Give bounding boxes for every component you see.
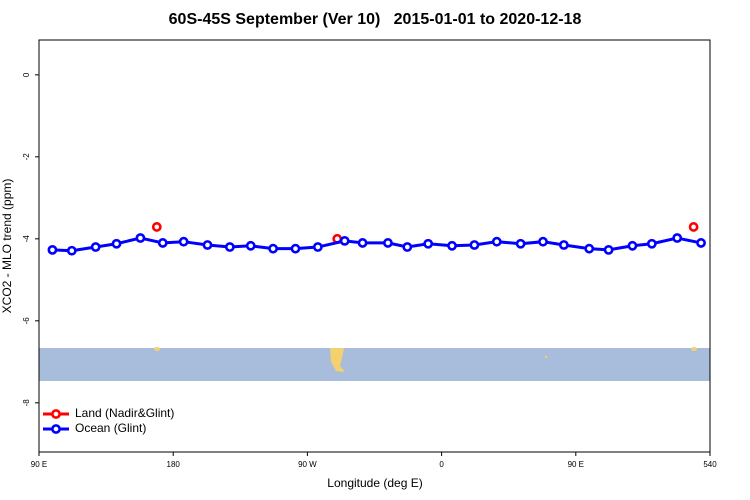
land-blob — [330, 348, 345, 372]
legend-label: Ocean (Glint) — [75, 421, 146, 435]
x-tick-label: 540 — [703, 460, 717, 469]
data-point — [584, 243, 595, 254]
data-point — [627, 240, 638, 251]
data-point — [178, 236, 189, 247]
data-point — [224, 242, 235, 252]
x-tick-label: 90 E — [568, 460, 584, 469]
data-point — [290, 243, 301, 254]
data-point — [603, 244, 614, 255]
legend-marker — [51, 409, 61, 419]
chart-title: 60S-45S September (Ver 10) 2015-01-01 to… — [169, 11, 582, 28]
data-point — [646, 238, 657, 249]
x-tick-label: 180 — [167, 460, 181, 469]
map-strip — [39, 348, 710, 381]
data-point — [515, 238, 526, 249]
y-tick-label: -6 — [22, 317, 31, 325]
legend-label: Land (Nadir&Glint) — [75, 406, 174, 420]
data-point — [111, 238, 122, 249]
data-point — [383, 238, 393, 248]
data-point — [47, 244, 58, 255]
data-point — [312, 242, 323, 252]
x-axis-label: Longitude (deg E) — [327, 476, 422, 490]
data-point — [202, 240, 213, 250]
data-point — [135, 233, 146, 243]
x-tick-label: 90 E — [31, 460, 47, 469]
data-point — [151, 222, 162, 232]
data-point — [357, 238, 368, 248]
data-point — [491, 236, 502, 247]
data-point — [696, 238, 706, 248]
data-point — [538, 236, 548, 247]
data-point — [66, 245, 77, 256]
data-point — [423, 238, 434, 249]
data-point — [268, 243, 279, 254]
data-point — [90, 242, 101, 252]
data-point — [245, 240, 256, 251]
y-tick-label: -2 — [22, 153, 31, 161]
land-blob — [544, 355, 548, 359]
plot-frame — [38, 39, 711, 453]
y-tick-label: 0 — [22, 72, 31, 77]
data-point — [157, 238, 168, 248]
y-axis-label: XCO2 - MLO trend (ppm) — [0, 179, 14, 314]
data-point — [469, 240, 480, 250]
y-tick-label: -4 — [22, 235, 31, 243]
data-point — [402, 242, 413, 252]
data-point — [558, 240, 569, 250]
y-tick-label: -8 — [22, 399, 31, 407]
data-point — [339, 235, 350, 246]
x-tick-label: 90 W — [298, 460, 317, 469]
land-blob — [691, 347, 697, 351]
data-point — [688, 222, 699, 232]
data-point — [672, 233, 683, 243]
data-point — [447, 240, 457, 251]
legend-marker — [51, 424, 61, 434]
land-blob — [154, 347, 160, 351]
series-line — [52, 236, 702, 253]
x-tick-label: 0 — [439, 460, 444, 469]
